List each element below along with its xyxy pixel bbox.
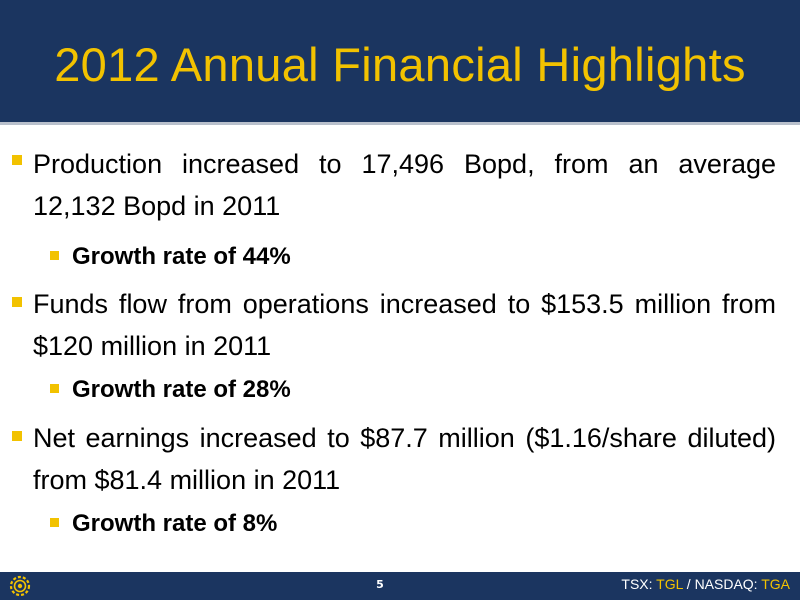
square-bullet-icon: [50, 251, 59, 260]
bullet-text: Production increased to 17,496 Bopd, fro…: [33, 149, 776, 221]
bullet-text: Funds flow from operations increased to …: [33, 289, 776, 361]
header-divider: [0, 122, 800, 125]
square-bullet-icon: [12, 431, 22, 441]
ticker-symbol: TGA: [761, 576, 790, 592]
page-number: 5: [376, 578, 384, 591]
square-bullet-icon: [12, 297, 22, 307]
ticker-separator: /: [682, 576, 695, 592]
sub-bullet-text: Growth rate of 44%: [72, 243, 291, 270]
gear-logo-icon: [9, 575, 31, 597]
square-bullet-icon: [50, 518, 59, 527]
ticker-symbol: TGL: [656, 576, 683, 592]
ticker-symbols: TSX: TGL / NASDAQ: TGA: [621, 576, 790, 592]
square-bullet-icon: [50, 384, 59, 393]
square-bullet-icon: [12, 155, 22, 165]
slide-footer: 5 TSX: TGL / NASDAQ: TGA: [0, 572, 800, 600]
slide-header: 2012 Annual Financial Highlights: [0, 0, 800, 122]
slide-title: 2012 Annual Financial Highlights: [54, 38, 746, 91]
ticker-label: TSX:: [621, 576, 657, 592]
bullet-text: Net earnings increased to $87.7 million …: [33, 423, 776, 495]
sub-bullet-text: Growth rate of 8%: [72, 510, 278, 537]
ticker-label: NASDAQ:: [694, 576, 762, 592]
sub-bullet-text: Growth rate of 28%: [72, 376, 291, 403]
